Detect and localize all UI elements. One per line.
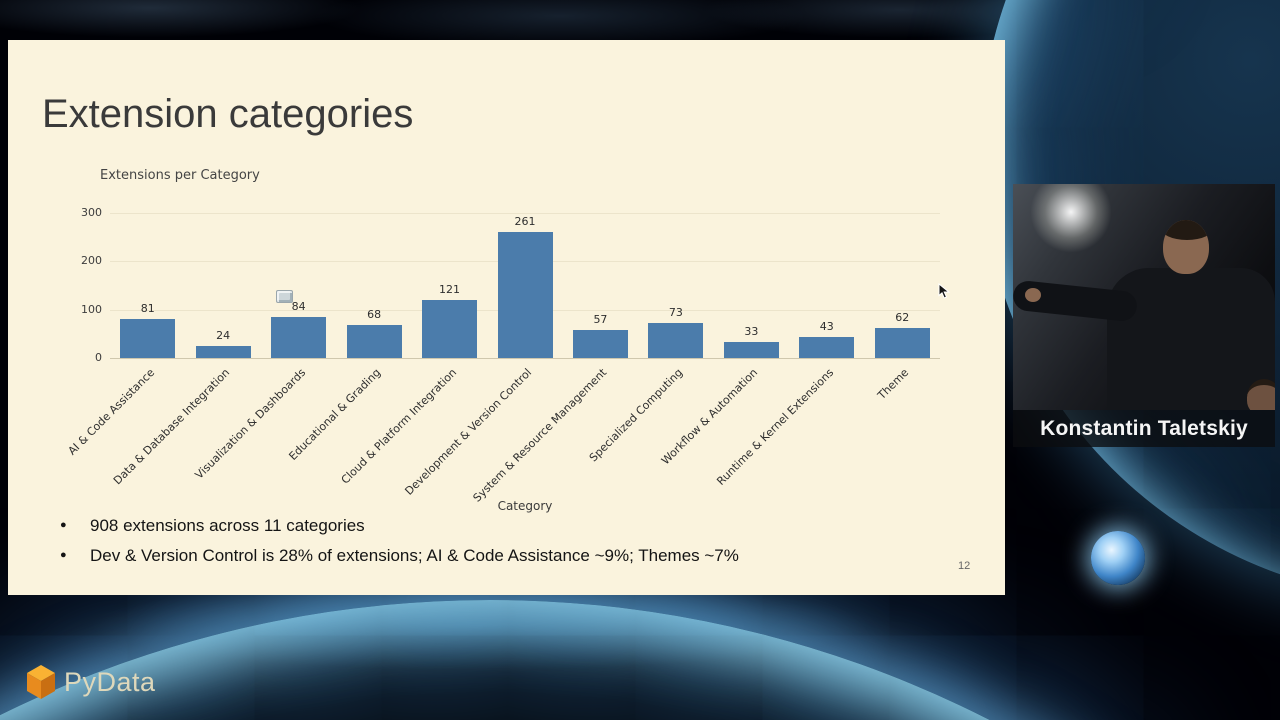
bar-5 — [497, 231, 553, 358]
page-number: 12 — [958, 560, 971, 572]
bar-value-label: 121 — [439, 282, 461, 296]
category-label: System & Resource Management — [471, 366, 610, 505]
bar-6 — [572, 330, 628, 358]
horizon-haze — [0, 580, 1020, 670]
small-planet — [1091, 531, 1145, 585]
y-tick-label: 100 — [81, 302, 102, 316]
webcam-video — [1013, 184, 1275, 410]
bar-4 — [422, 299, 478, 358]
page-title: Extension categories — [42, 92, 414, 136]
category-label: AI & Code Assistance — [65, 366, 157, 458]
category-label: Educational & Grading — [286, 366, 384, 463]
speaker-hair — [1163, 220, 1209, 240]
category-label: Development & Version Control — [402, 366, 535, 498]
bar-8 — [723, 342, 779, 358]
pydata-wordmark: PyData — [64, 666, 156, 697]
bar-9 — [799, 337, 855, 358]
bullet-item: Dev & Version Control is 28% of extensio… — [56, 546, 739, 566]
bar-value-label: 62 — [895, 311, 910, 325]
bar-value-label: 43 — [819, 320, 834, 334]
gridline — [110, 213, 940, 214]
category-label: Cloud & Platform Integration — [338, 366, 459, 487]
speaker-webcam: Konstantin Taletskiy — [1013, 184, 1275, 447]
bar-7 — [648, 322, 704, 358]
audience-member — [1247, 379, 1275, 410]
speaker-body — [1107, 268, 1275, 410]
bar-value-label: 24 — [216, 329, 231, 343]
bar-10 — [874, 328, 930, 358]
y-tick-label: 0 — [95, 351, 102, 364]
category-label: Runtime & Kernel Extensions — [714, 366, 837, 488]
lamp-glow — [1031, 184, 1111, 254]
category-label: Workflow & Automation — [659, 366, 761, 468]
bar-2 — [271, 317, 327, 358]
category-label: Data & Database Integration — [111, 366, 233, 488]
chart-title: Extensions per Category — [100, 168, 260, 183]
speaker-name: Konstantin Taletskiy — [1040, 416, 1248, 440]
mouse-cursor — [938, 282, 952, 305]
image-placeholder-icon — [276, 290, 293, 303]
bullet-list: 908 extensions across 11 categories Dev … — [56, 516, 739, 576]
category-label: Theme — [875, 366, 912, 403]
speaker-name-caption: Konstantin Taletskiy — [1013, 410, 1275, 447]
presentation-slide: Extension categories Extensions per Cate… — [8, 40, 1005, 595]
bar-3 — [346, 325, 402, 358]
pydata-cube-icon — [27, 665, 55, 699]
speaker-hand — [1025, 288, 1041, 302]
bar-value-label: 81 — [140, 301, 155, 315]
bar-value-label: 73 — [668, 305, 683, 319]
plot-area: 0 100 200 300 81 AI & Code Assistance 24 Data &… — [65, 206, 940, 505]
category-label: Specialized Computing — [586, 366, 686, 465]
bar-value-label: 84 — [291, 300, 306, 314]
bar-value-label: 68 — [367, 308, 382, 322]
bar-value-label: 33 — [744, 325, 759, 339]
bar-value-label: 261 — [514, 214, 536, 228]
y-tick-label: 300 — [81, 206, 102, 219]
bullet-item: 908 extensions across 11 categories — [56, 516, 739, 536]
bar-value-label: 57 — [593, 313, 608, 327]
x-axis-label: Category — [497, 499, 553, 513]
bar-0 — [120, 318, 176, 358]
category-label: Visualization & Dashboards — [192, 366, 308, 482]
pydata-logo: PyData — [26, 664, 156, 700]
speaker-head — [1163, 220, 1209, 274]
bar-1 — [195, 346, 251, 358]
y-tick-label: 200 — [81, 254, 102, 268]
